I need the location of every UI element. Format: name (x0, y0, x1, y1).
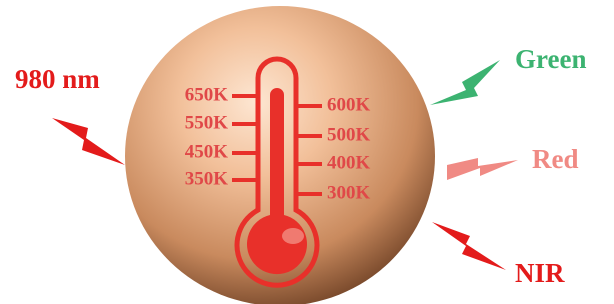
diagram: 650K550K450K350K600K500K400K300K 980 nm … (0, 0, 614, 304)
tick-label: 550K (185, 112, 229, 133)
tick-label: 350K (185, 168, 229, 189)
nir-label: NIR (515, 258, 565, 288)
bolt-excitation (52, 118, 125, 165)
tick-label: 600K (327, 94, 371, 115)
excitation-label: 980 nm (15, 64, 100, 94)
bolt-red (447, 158, 518, 180)
tick-label: 400K (327, 152, 371, 173)
bolt-nir (432, 222, 506, 270)
red-label: Red (532, 144, 579, 174)
tick-label: 500K (327, 124, 371, 145)
bolt-green (430, 60, 500, 105)
tick-label: 300K (327, 182, 371, 203)
green-label: Green (515, 44, 586, 74)
tick-label: 450K (185, 141, 229, 162)
tick-label: 650K (185, 84, 229, 105)
